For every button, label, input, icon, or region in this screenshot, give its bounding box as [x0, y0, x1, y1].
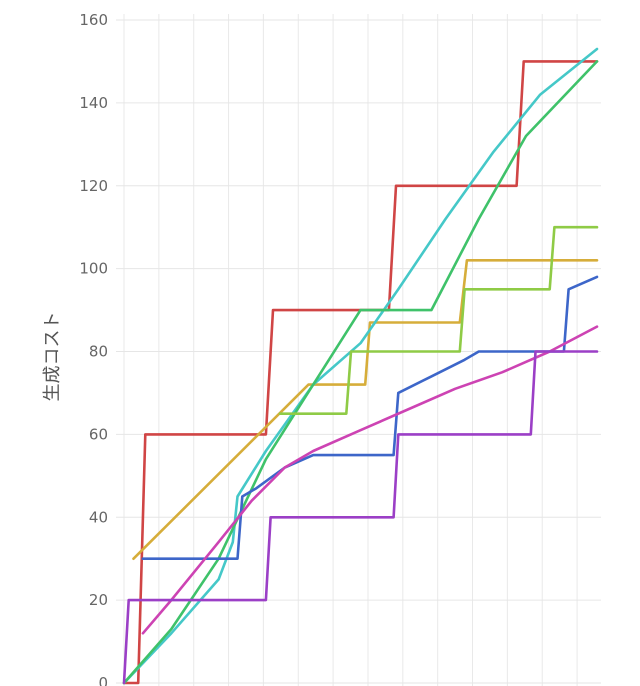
y-tick-label-80: 80: [89, 343, 108, 361]
y-tick-label-140: 140: [79, 94, 108, 112]
series-line-8: [122, 350, 599, 685]
y-tick-label-60: 60: [89, 425, 108, 443]
y-tick-label-0: 0: [98, 674, 108, 686]
grid-layer: [116, 14, 601, 686]
series-line-7: [141, 325, 599, 635]
y-tick-label-40: 40: [89, 508, 108, 526]
y-axis-ticks: 0 20 40 60 80 100 120 140 160: [79, 11, 108, 686]
series-line-5: [278, 225, 599, 416]
series-line-2: [132, 258, 599, 561]
y-tick-label-160: 160: [79, 11, 108, 29]
y-tick-label-20: 20: [89, 591, 108, 609]
y-axis-label: 生成コスト: [42, 312, 63, 402]
y-tick-label-120: 120: [79, 177, 108, 195]
series-line-1: [122, 60, 599, 685]
series-line-4: [122, 60, 599, 685]
series-layer: [122, 47, 599, 685]
series-line-3: [122, 47, 599, 685]
y-tick-label-100: 100: [79, 260, 108, 278]
